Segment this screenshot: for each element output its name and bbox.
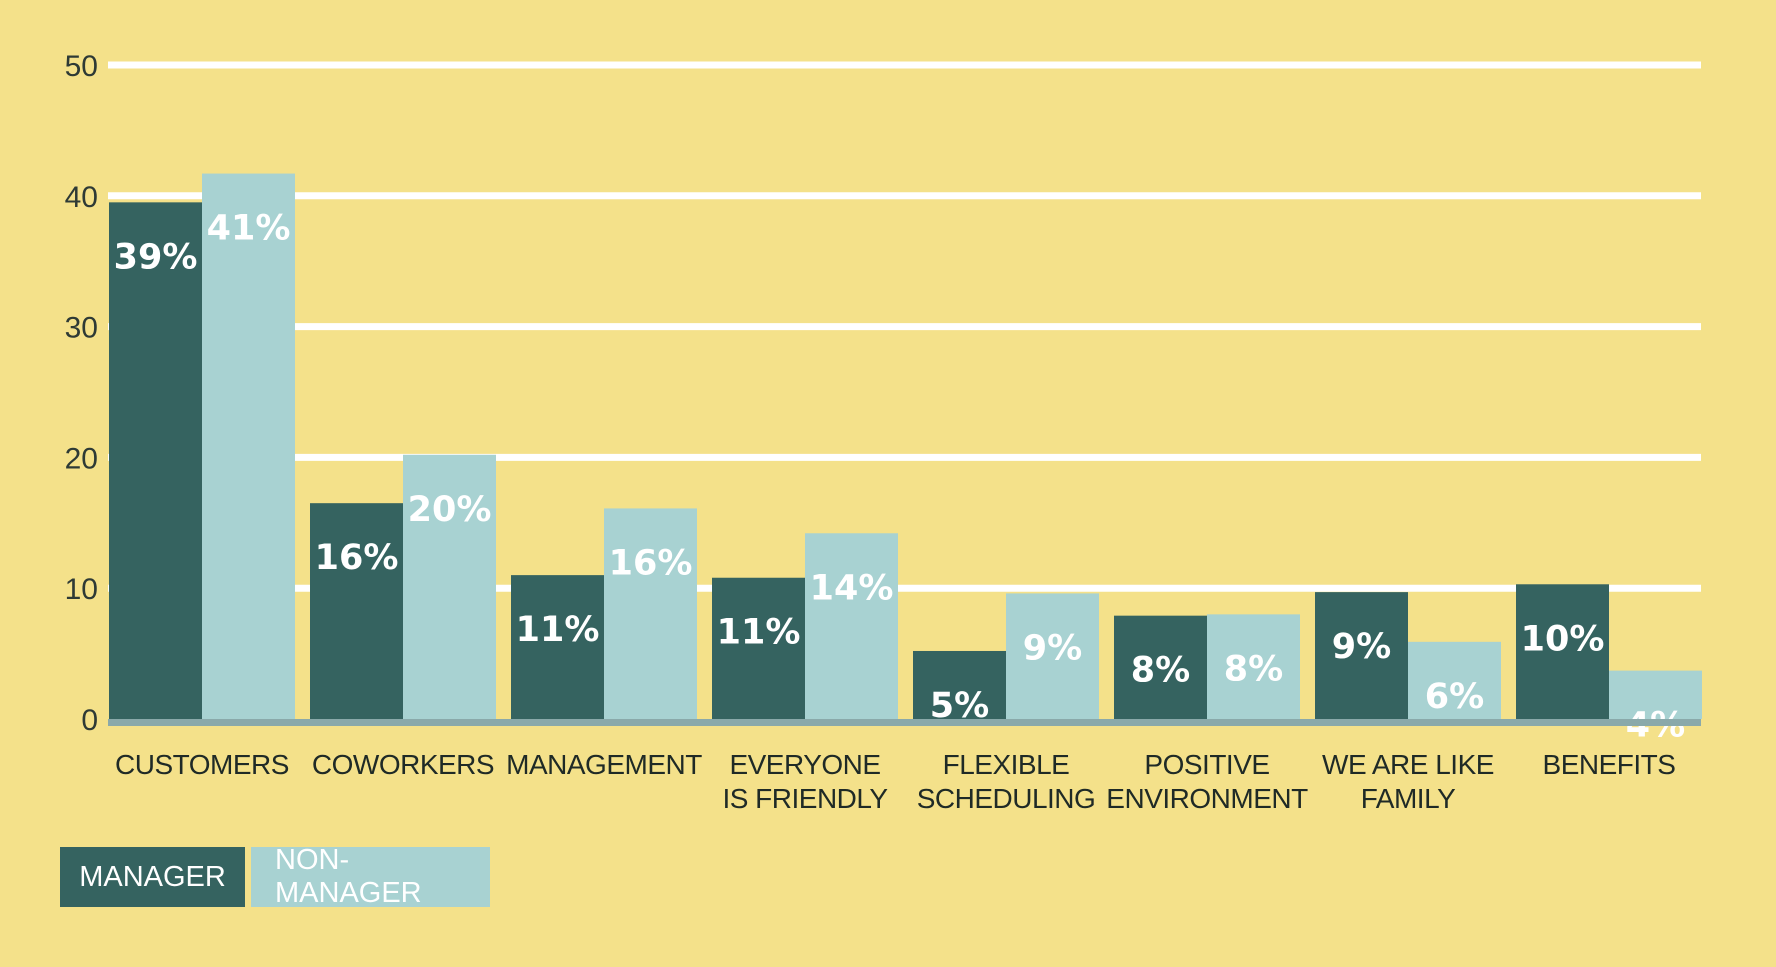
x-category-label: WE ARE LIKE [1322,749,1494,780]
bar [712,577,805,719]
bar [1114,615,1207,719]
bar [202,173,295,720]
x-category-label: IS FRIENDLY [722,783,888,814]
data-label: 14% [810,568,894,608]
data-label: 41% [207,209,291,249]
x-axis-baseline [108,719,1701,726]
data-label: 11% [516,610,600,650]
x-category-label: CUSTOMERS [115,749,289,780]
x-category-label: MANAGEMENT [506,749,702,780]
bar [805,533,898,719]
legend-manager: MANAGER [60,847,245,907]
data-label: 16% [609,543,693,583]
y-tick-label: 50 [65,50,98,83]
bar [1516,584,1609,719]
x-category-label: FAMILY [1361,783,1456,814]
legend: MANAGER NON-MANAGER [60,844,490,909]
data-label: 20% [408,490,492,530]
x-category-label: FLEXIBLE [943,749,1070,780]
data-label: 9% [1023,628,1082,668]
y-tick-label: 0 [81,704,98,737]
bar [1315,592,1408,719]
x-category-label: SCHEDULING [917,783,1096,814]
x-category-label: COWORKERS [312,749,494,780]
y-tick-label: 10 [65,573,98,606]
x-category-label: BENEFITS [1543,749,1676,780]
bar [109,202,202,720]
data-label: 8% [1131,651,1190,691]
data-label: 8% [1224,649,1283,689]
y-tick-label: 20 [65,442,98,475]
bar [1408,641,1501,719]
bar [913,650,1006,719]
bar [310,503,403,719]
bar [1609,670,1702,719]
bar [1207,614,1300,719]
data-label: 10% [1521,619,1605,659]
legend-non-manager: NON-MANAGER [251,844,490,909]
data-label: 6% [1425,677,1484,717]
bar [604,508,697,719]
y-tick-label: 40 [65,181,98,214]
data-label: 39% [114,237,198,277]
y-tick-label: 30 [65,312,98,345]
data-label: 11% [717,613,801,653]
data-label: 9% [1332,627,1391,667]
bar [1006,593,1099,719]
bar [511,575,604,719]
bar [403,454,496,719]
x-category-label: POSITIVE [1144,749,1269,780]
data-label: 16% [315,538,399,578]
x-category-label: EVERYONE [729,749,880,780]
x-category-label: ENVIRONMENT [1106,783,1308,814]
